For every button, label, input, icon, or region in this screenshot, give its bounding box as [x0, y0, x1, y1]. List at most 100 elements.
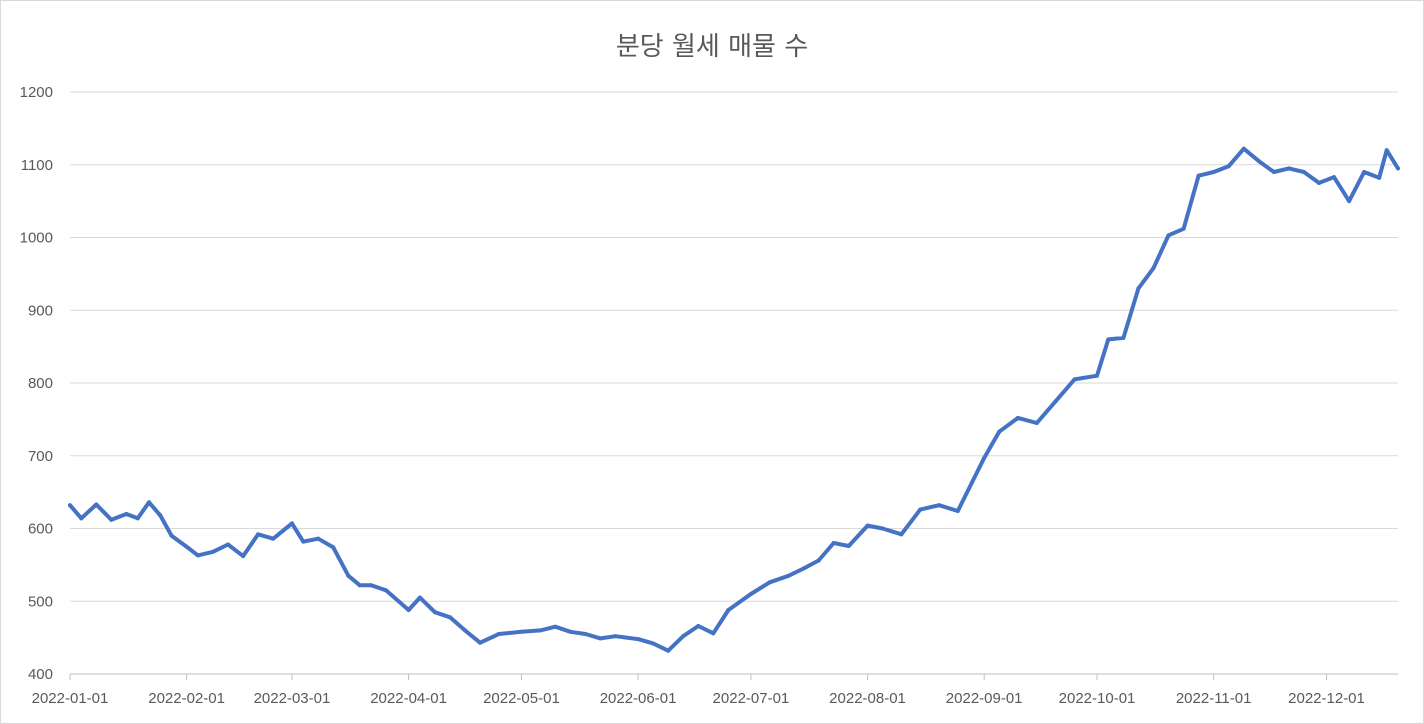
data-point — [331, 545, 336, 550]
y-tick-label: 1000 — [20, 230, 53, 247]
data-point — [538, 628, 543, 633]
data-point — [681, 634, 686, 639]
y-tick-label: 800 — [28, 375, 53, 392]
data-point — [997, 429, 1002, 434]
data-point — [801, 566, 806, 571]
data-point — [1301, 170, 1306, 175]
data-point — [613, 634, 618, 639]
y-tick-label: 600 — [28, 521, 53, 538]
data-point — [357, 583, 362, 588]
data-point — [1362, 170, 1367, 175]
series-line — [68, 146, 1400, 653]
data-point — [1286, 166, 1291, 171]
data-point — [184, 544, 189, 549]
data-point — [256, 532, 261, 537]
data-point — [1241, 146, 1246, 151]
data-point — [1196, 173, 1201, 178]
data-point — [1106, 337, 1111, 342]
data-point — [447, 615, 452, 620]
gridlines — [70, 91, 1398, 602]
data-point — [417, 595, 422, 600]
data-point — [726, 607, 731, 612]
x-axis-labels: 2022-01-01 2022-02-01 2022-03-01 2022-04-01… — [32, 690, 1365, 707]
data-point — [519, 629, 524, 634]
data-point — [68, 503, 72, 508]
data-point — [1166, 233, 1171, 238]
x-tick-label: 2022-12-01 — [1288, 690, 1365, 707]
data-point — [598, 636, 603, 641]
x-tick-label: 2022-01-01 — [32, 690, 109, 707]
data-point — [568, 629, 573, 634]
data-point — [210, 549, 215, 554]
data-point — [79, 516, 84, 521]
data-point — [636, 637, 641, 642]
data-point — [368, 583, 373, 588]
chart-title: 분당 월세 매물 수 — [615, 32, 809, 62]
data-point — [767, 580, 772, 585]
data-point — [880, 526, 885, 531]
data-point — [1256, 159, 1261, 164]
data-point — [1316, 180, 1321, 185]
x-tick-label: 2022-02-01 — [148, 690, 225, 707]
data-point — [135, 516, 140, 521]
data-point — [289, 521, 294, 526]
series-layer — [68, 146, 1400, 653]
data-point — [1034, 421, 1039, 426]
data-point — [583, 631, 588, 636]
x-axis — [69, 673, 1398, 680]
data-point — [1181, 226, 1186, 231]
y-tick-label: 700 — [28, 448, 53, 465]
data-point — [241, 554, 246, 559]
data-point — [899, 532, 904, 537]
data-point — [147, 500, 152, 505]
data-point — [1121, 335, 1126, 340]
data-point — [666, 648, 671, 653]
y-tick-label: 400 — [28, 666, 53, 683]
data-point — [226, 542, 231, 547]
x-tick-label: 2022-06-01 — [600, 690, 677, 707]
data-point — [94, 502, 99, 507]
x-tick-label: 2022-05-01 — [483, 690, 560, 707]
data-point — [406, 607, 411, 612]
data-point — [651, 641, 656, 646]
y-tick-label: 900 — [28, 302, 53, 319]
data-point — [271, 536, 276, 541]
y-axis-labels: 400 500 600 700 800 900 1000 1100 1200 — [20, 84, 53, 683]
data-point — [346, 573, 351, 578]
y-tick-label: 1100 — [21, 157, 53, 174]
data-point — [865, 523, 870, 528]
data-point — [1377, 175, 1382, 180]
x-tick-label: 2022-11-01 — [1176, 690, 1252, 707]
data-point — [1053, 399, 1058, 404]
x-tick-label: 2022-03-01 — [254, 690, 331, 707]
x-tick-label: 2022-10-01 — [1059, 690, 1136, 707]
data-point — [301, 539, 306, 544]
data-point — [1016, 415, 1021, 420]
data-point — [831, 541, 836, 546]
x-tick-label: 2022-09-01 — [946, 690, 1023, 707]
data-point — [918, 507, 923, 512]
x-tick-label: 2022-04-01 — [370, 690, 447, 707]
data-point — [1095, 373, 1100, 378]
x-tick-label: 2022-07-01 — [713, 690, 790, 707]
data-point — [124, 511, 129, 516]
data-point — [158, 513, 163, 518]
data-point — [1347, 199, 1352, 204]
data-point — [1151, 266, 1156, 271]
data-point — [553, 624, 558, 629]
data-point — [384, 588, 389, 593]
y-tick-label: 1200 — [20, 84, 53, 101]
data-point — [169, 533, 174, 538]
data-point — [1136, 286, 1141, 291]
data-point — [496, 631, 501, 636]
y-tick-label: 500 — [28, 593, 53, 610]
data-point — [1384, 148, 1389, 153]
data-point — [816, 558, 821, 563]
data-point — [696, 623, 701, 628]
data-point — [937, 503, 942, 508]
data-point — [748, 591, 753, 596]
data-point — [316, 536, 321, 541]
data-point — [1271, 170, 1276, 175]
